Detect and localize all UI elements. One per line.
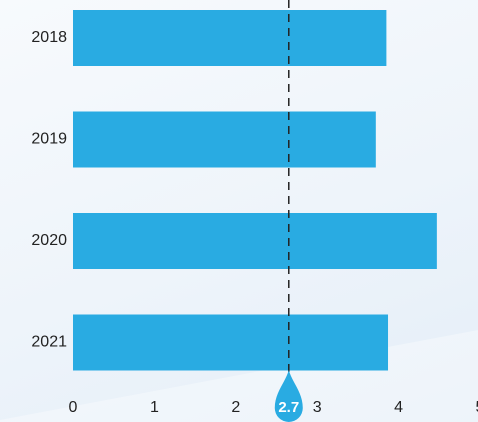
bar: [73, 314, 389, 371]
x-tick-label: 5: [476, 399, 478, 416]
bar: [73, 111, 376, 168]
y-tick-label: 2020: [31, 232, 67, 249]
reference-marker: [274, 370, 303, 422]
bar: [73, 213, 437, 269]
y-tick-label: 2021: [31, 334, 67, 351]
x-tick-label: 1: [150, 399, 159, 416]
bar: [73, 10, 387, 66]
x-tick-label: 3: [313, 399, 322, 416]
x-tick-label: 4: [394, 399, 403, 416]
x-tick-label: 0: [69, 399, 78, 416]
y-tick-label: 2019: [31, 131, 67, 148]
reference-label: 2.7: [278, 399, 299, 416]
y-tick-label: 2018: [31, 29, 67, 46]
x-tick-label: 2: [231, 399, 240, 416]
